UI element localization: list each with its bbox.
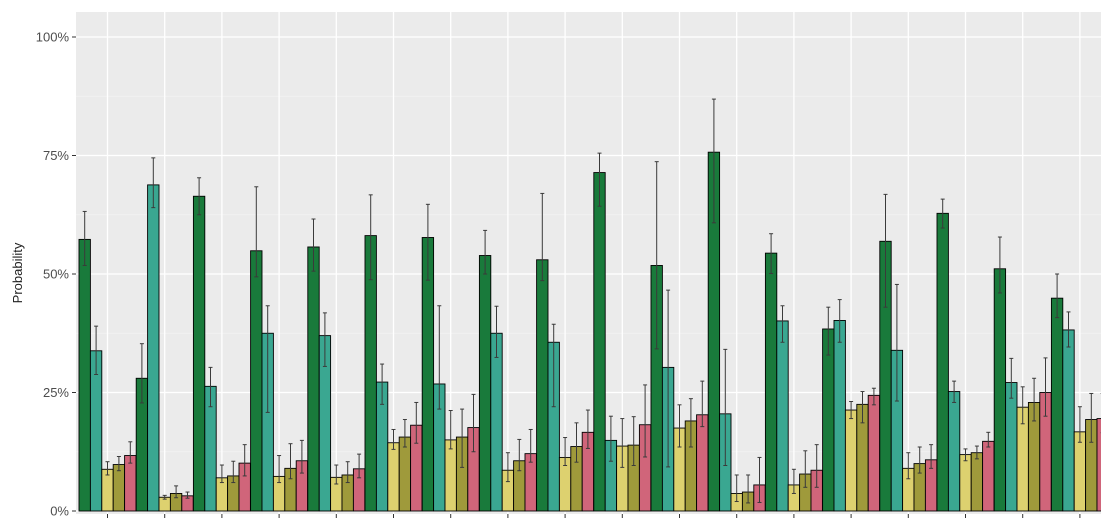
bar-g13-s1 [765,253,776,511]
bar-g13-s2 [777,321,788,511]
bar-g16-s5 [983,441,994,511]
bar-g2-s2 [148,185,159,511]
bar-g14-s2 [834,320,845,511]
y-tick-label: 100% [36,30,70,45]
bar-g14-s3 [845,410,856,511]
bar-g11-s5 [697,415,708,511]
bar-g7-s3 [445,440,456,511]
bar-g1-s1 [79,239,90,511]
bar-g16-s4 [971,453,982,511]
bar-g1-s5 [125,456,136,511]
x-axis [108,514,1080,518]
y-axis: 0% 25% 50% 75% 100% [36,30,76,519]
bar-g18-s2 [1063,330,1074,511]
bar-g14-s1 [823,329,834,511]
bar-g17-s2 [1006,383,1017,511]
bar-g1-s3 [102,469,113,511]
y-tick-label: 25% [43,385,69,400]
y-axis-label: Probability [10,242,25,303]
bar-g10-s1 [594,173,605,511]
bar-g18-s5 [1097,419,1101,511]
bar-g16-s3 [960,455,971,511]
bar-g18-s3 [1074,432,1085,511]
bar-g8-s1 [479,256,490,511]
bar-g3-s1 [193,196,204,511]
bar-g1-s4 [113,465,124,511]
bar-g9-s1 [537,260,548,511]
bar-g17-s1 [994,269,1005,511]
y-tick-label: 50% [43,267,69,282]
bar-g18-s1 [1051,298,1062,511]
bar-g14-s5 [868,395,879,511]
bar-g8-s2 [491,333,502,511]
bar-g6-s4 [399,437,410,511]
bar-g4-s1 [251,251,262,511]
y-tick-label: 75% [43,148,69,163]
y-tick-label: 0% [50,504,69,519]
bar-g5-s1 [308,247,319,511]
bar-g6-s3 [388,443,399,511]
bar-g16-s2 [948,392,959,511]
bar-g16-s1 [937,213,948,511]
